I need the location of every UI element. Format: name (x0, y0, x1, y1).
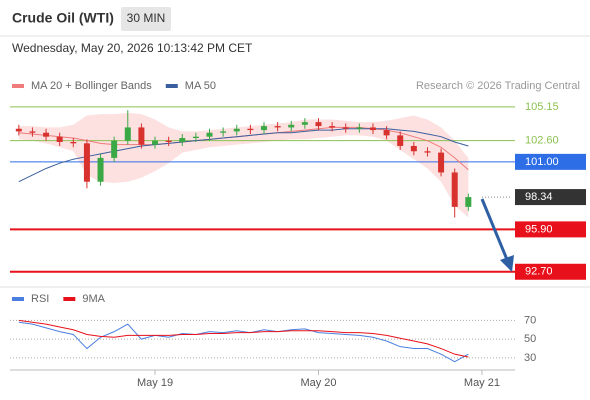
rsi-line (18, 321, 469, 363)
legend-swatch (12, 297, 24, 301)
candle-body (274, 126, 281, 128)
candle-body (206, 132, 213, 137)
candle-body (397, 135, 404, 146)
candle-body (192, 136, 199, 139)
candle-body (111, 140, 118, 158)
level-label: 98.34 (525, 191, 553, 203)
candle-body (247, 128, 254, 131)
candle-body (369, 127, 376, 131)
candle-body (152, 140, 159, 145)
timeframe: 30 MIN (127, 11, 166, 25)
legend-swatch (12, 84, 24, 88)
candle-body (329, 126, 336, 128)
candle-body (15, 128, 22, 132)
candle-body (301, 122, 308, 125)
candle-body (342, 127, 349, 129)
forecast-arrow (480, 198, 510, 263)
legend-label: 9MA (82, 293, 105, 305)
level-label: 102.60 (525, 135, 559, 147)
rsi-line (18, 319, 469, 358)
legend-label: MA 50 (185, 80, 216, 92)
y-tick-label: 30 (524, 352, 536, 364)
y-tick-label: 50 (524, 333, 536, 345)
candle-body (220, 131, 227, 133)
candle-body (70, 141, 77, 144)
x-tick-label: May 19 (137, 377, 173, 389)
candle-body (438, 152, 445, 173)
candle-body (124, 127, 131, 141)
candle-body (261, 126, 267, 131)
candle-body (451, 172, 458, 207)
candle-body (138, 127, 145, 145)
legend-label: RSI (31, 293, 49, 305)
candle-body (43, 132, 50, 137)
candle-body (424, 151, 431, 153)
legend-swatch (165, 84, 178, 88)
candle-body (315, 122, 322, 127)
level-label: 95.90 (525, 223, 553, 235)
level-label: 105.15 (525, 101, 559, 113)
candle-body (97, 157, 104, 182)
level-box (515, 221, 586, 238)
title: Crude Oil (WTI) (12, 10, 114, 26)
legend-label: MA 20 + Bollinger Bands (31, 80, 152, 92)
candle-body (56, 136, 63, 142)
arrow-head (500, 255, 514, 272)
level-label: 92.70 (525, 266, 553, 278)
level-box (515, 189, 586, 206)
ma-line (18, 128, 469, 183)
timestamp: Wednesday, May 20, 2026 10:13:42 PM CET (12, 41, 253, 55)
plot: MA 20 + Bollinger Bands MA 50 RSI 9MA 105.15… (10, 80, 586, 389)
candle-body (288, 124, 295, 128)
bollinger-band (18, 112, 469, 218)
level-box (515, 263, 586, 280)
level-box (515, 153, 586, 170)
legend-swatch (63, 297, 76, 301)
timeframe-box (121, 7, 171, 31)
candle-body (410, 145, 417, 152)
y-tick-label: 70 (524, 314, 536, 326)
candle-body (29, 131, 36, 133)
candle-body (83, 143, 90, 182)
candle-body (465, 197, 472, 207)
candle-body (165, 140, 172, 142)
candle-body (179, 138, 186, 142)
candle-body (383, 130, 390, 136)
x-tick-label: May 20 (300, 377, 336, 389)
candle-body (356, 127, 363, 129)
level-label: 101.00 (525, 156, 559, 168)
attribution: Research © 2026 Trading Central (416, 80, 580, 92)
x-tick-label: May 21 (464, 377, 500, 389)
candle-body (233, 128, 240, 132)
